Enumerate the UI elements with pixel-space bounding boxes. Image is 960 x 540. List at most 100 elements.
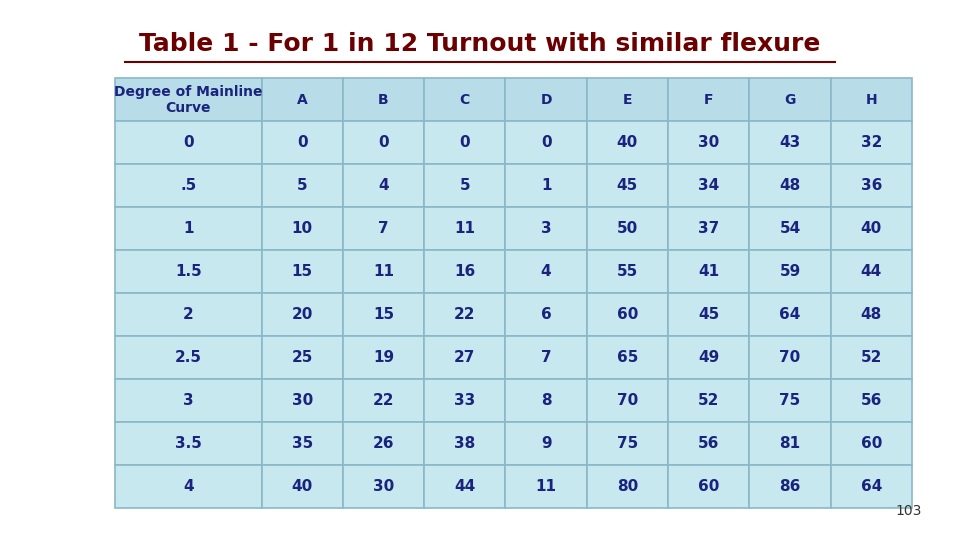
FancyBboxPatch shape [506, 207, 587, 250]
FancyBboxPatch shape [506, 250, 587, 293]
FancyBboxPatch shape [830, 464, 912, 508]
FancyBboxPatch shape [668, 164, 750, 207]
Text: 22: 22 [372, 393, 395, 408]
Text: 60: 60 [616, 307, 638, 322]
Text: 19: 19 [372, 350, 394, 365]
FancyBboxPatch shape [830, 207, 912, 250]
FancyBboxPatch shape [830, 422, 912, 464]
FancyBboxPatch shape [115, 293, 261, 336]
Text: 36: 36 [861, 178, 882, 193]
FancyBboxPatch shape [587, 122, 668, 164]
Text: 8: 8 [540, 393, 551, 408]
Text: 41: 41 [698, 264, 719, 279]
FancyBboxPatch shape [424, 164, 506, 207]
Text: 2.5: 2.5 [175, 350, 202, 365]
Text: 40: 40 [861, 221, 882, 236]
Text: 15: 15 [292, 264, 313, 279]
Text: A: A [297, 93, 307, 107]
Text: 22: 22 [454, 307, 475, 322]
FancyBboxPatch shape [750, 336, 830, 379]
Text: 0: 0 [378, 135, 389, 150]
Text: G: G [784, 93, 796, 107]
Text: 70: 70 [780, 350, 801, 365]
FancyBboxPatch shape [587, 336, 668, 379]
FancyBboxPatch shape [587, 379, 668, 422]
FancyBboxPatch shape [424, 122, 506, 164]
Text: 25: 25 [292, 350, 313, 365]
Text: 30: 30 [698, 135, 719, 150]
FancyBboxPatch shape [343, 164, 424, 207]
Text: 48: 48 [780, 178, 801, 193]
FancyBboxPatch shape [343, 379, 424, 422]
FancyBboxPatch shape [750, 207, 830, 250]
Text: 4: 4 [540, 264, 551, 279]
Text: 54: 54 [780, 221, 801, 236]
FancyBboxPatch shape [750, 422, 830, 464]
Text: 0: 0 [460, 135, 470, 150]
Text: 33: 33 [454, 393, 475, 408]
FancyBboxPatch shape [343, 78, 424, 122]
FancyBboxPatch shape [506, 422, 587, 464]
Text: 3.5: 3.5 [175, 436, 202, 451]
FancyBboxPatch shape [506, 78, 587, 122]
Text: 52: 52 [861, 350, 882, 365]
Text: 55: 55 [617, 264, 638, 279]
Text: 64: 64 [780, 307, 801, 322]
FancyBboxPatch shape [424, 379, 506, 422]
FancyBboxPatch shape [750, 164, 830, 207]
FancyBboxPatch shape [115, 464, 261, 508]
Text: 9: 9 [540, 436, 551, 451]
Text: H: H [866, 93, 877, 107]
Text: 40: 40 [617, 135, 638, 150]
FancyBboxPatch shape [424, 293, 506, 336]
FancyBboxPatch shape [115, 207, 261, 250]
FancyBboxPatch shape [506, 164, 587, 207]
Text: Degree of Mainline
Curve: Degree of Mainline Curve [114, 85, 263, 115]
FancyBboxPatch shape [587, 164, 668, 207]
Text: 15: 15 [372, 307, 394, 322]
Text: 60: 60 [698, 478, 719, 494]
FancyBboxPatch shape [750, 78, 830, 122]
Text: 0: 0 [540, 135, 551, 150]
FancyBboxPatch shape [115, 122, 261, 164]
Text: .5: .5 [180, 178, 197, 193]
Text: 75: 75 [617, 436, 638, 451]
FancyBboxPatch shape [343, 207, 424, 250]
FancyBboxPatch shape [343, 464, 424, 508]
Text: 30: 30 [292, 393, 313, 408]
FancyBboxPatch shape [830, 293, 912, 336]
Text: B: B [378, 93, 389, 107]
FancyBboxPatch shape [506, 336, 587, 379]
Text: 44: 44 [861, 264, 882, 279]
FancyBboxPatch shape [424, 422, 506, 464]
Text: D: D [540, 93, 552, 107]
FancyBboxPatch shape [587, 464, 668, 508]
Text: 27: 27 [454, 350, 475, 365]
FancyBboxPatch shape [343, 122, 424, 164]
FancyBboxPatch shape [506, 464, 587, 508]
Text: 103: 103 [896, 504, 922, 518]
Text: 60: 60 [861, 436, 882, 451]
Text: 1.5: 1.5 [175, 264, 202, 279]
Text: 49: 49 [698, 350, 719, 365]
FancyBboxPatch shape [261, 336, 343, 379]
FancyBboxPatch shape [115, 164, 261, 207]
Text: 40: 40 [292, 478, 313, 494]
FancyBboxPatch shape [343, 336, 424, 379]
Text: Table 1 - For 1 in 12 Turnout with similar flexure: Table 1 - For 1 in 12 Turnout with simil… [139, 32, 821, 56]
FancyBboxPatch shape [506, 379, 587, 422]
FancyBboxPatch shape [750, 379, 830, 422]
Text: 26: 26 [372, 436, 395, 451]
FancyBboxPatch shape [261, 422, 343, 464]
Text: 48: 48 [861, 307, 882, 322]
FancyBboxPatch shape [668, 379, 750, 422]
FancyBboxPatch shape [668, 207, 750, 250]
FancyBboxPatch shape [343, 293, 424, 336]
Text: 34: 34 [698, 178, 719, 193]
Text: 56: 56 [698, 436, 719, 451]
Text: F: F [704, 93, 713, 107]
FancyBboxPatch shape [261, 293, 343, 336]
Text: 11: 11 [373, 264, 394, 279]
FancyBboxPatch shape [587, 293, 668, 336]
FancyBboxPatch shape [668, 293, 750, 336]
